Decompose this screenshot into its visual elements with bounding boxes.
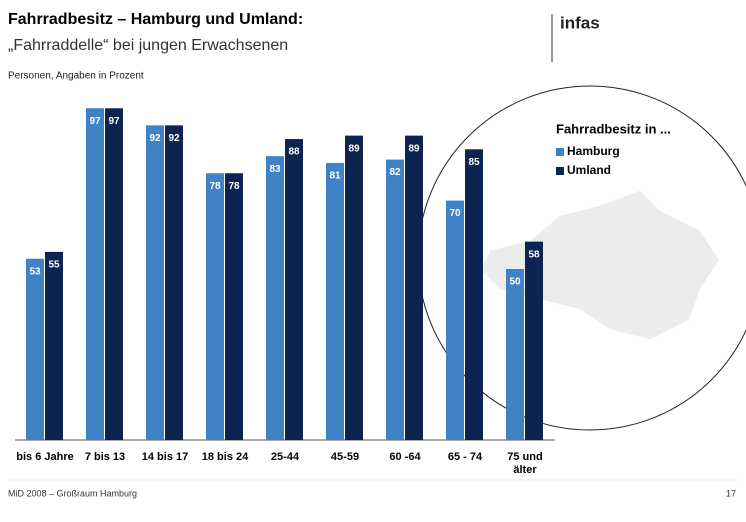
value-label: 58	[528, 249, 540, 260]
value-label: 97	[89, 116, 101, 127]
bar	[165, 125, 183, 441]
value-label: 92	[168, 133, 180, 144]
x-tick-label: 18 bis 24	[201, 451, 249, 463]
legend-title: Fahrradbesitz in ...	[556, 121, 671, 136]
bar	[266, 156, 284, 440]
bar	[285, 139, 303, 441]
bar	[225, 173, 243, 441]
value-label: 89	[408, 143, 420, 154]
bar	[405, 135, 423, 440]
bar	[146, 125, 164, 441]
note: Personen, Angaben in Prozent	[8, 71, 144, 82]
bar	[206, 173, 224, 441]
bar	[326, 162, 344, 441]
value-label: 88	[288, 147, 300, 158]
x-tick-label: bis 6 Jahre	[16, 451, 74, 463]
bar	[465, 149, 483, 441]
x-tick-label: 45-59	[330, 451, 360, 463]
x-tick-label: 75 und älter	[507, 451, 543, 476]
legend-swatch	[556, 148, 564, 156]
value-label: 81	[329, 171, 341, 182]
value-label: 83	[269, 164, 281, 175]
value-label: 50	[509, 277, 521, 288]
x-tick-label: 14 bis 17	[141, 451, 189, 463]
bar	[506, 269, 524, 440]
bar	[386, 159, 404, 440]
logo: infas	[560, 13, 600, 32]
x-tick-label: 7 bis 13	[84, 451, 126, 463]
bar	[105, 108, 123, 440]
legend-label: Umland	[567, 163, 611, 177]
value-label: 97	[108, 116, 120, 127]
bar	[26, 258, 44, 440]
bar	[45, 251, 63, 440]
x-tick-label: 65 - 74	[447, 451, 483, 463]
legend-label: Hamburg	[567, 144, 620, 158]
value-label: 53	[29, 266, 41, 277]
footer: MiD 2008 – Großraum Hamburg	[8, 488, 137, 498]
bar	[525, 241, 543, 440]
title: Fahrradbesitz – Hamburg und Umland:	[8, 11, 303, 28]
page-number: 17	[726, 488, 736, 498]
subtitle: „Fahrraddelle“ bei jungen Erwachsenen	[8, 37, 288, 54]
value-label: 78	[209, 181, 221, 192]
value-label: 92	[149, 133, 161, 144]
value-label: 55	[48, 260, 60, 271]
value-label: 70	[449, 208, 461, 219]
value-label: 85	[468, 157, 480, 168]
x-tick-label: 25-44	[270, 451, 300, 463]
bar	[345, 135, 363, 440]
x-tick-label: 60 -64	[389, 451, 421, 463]
value-label: 78	[228, 181, 240, 192]
legend-swatch	[556, 167, 564, 175]
value-label: 82	[389, 167, 401, 178]
bar	[86, 108, 104, 440]
bar	[446, 200, 464, 440]
value-label: 89	[348, 143, 360, 154]
